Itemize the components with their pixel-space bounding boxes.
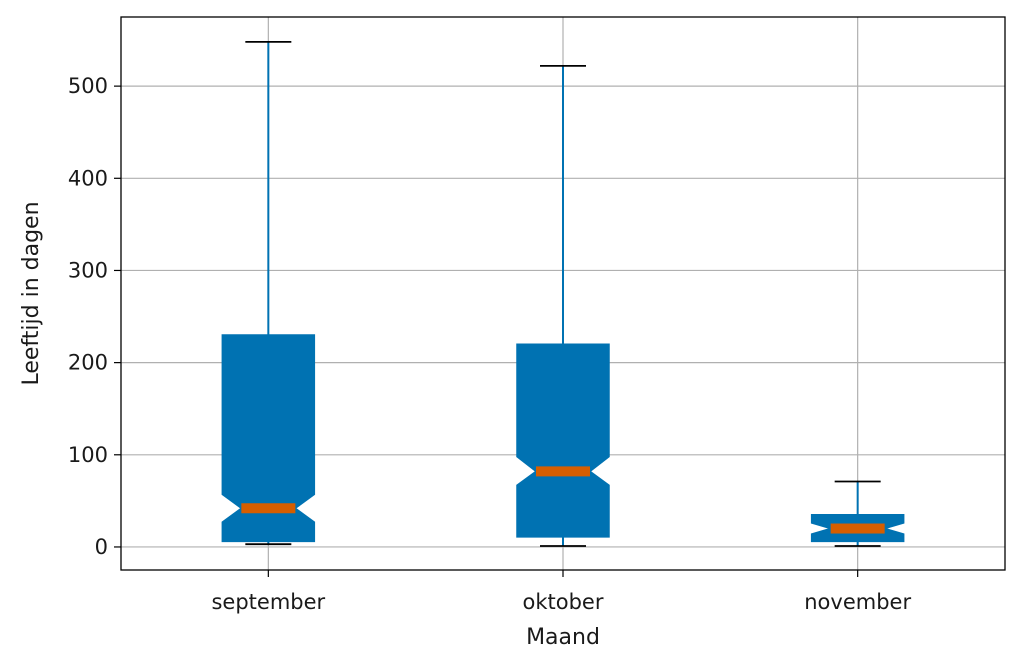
y-tick-label: 0 <box>95 535 108 559</box>
y-tick-label: 100 <box>68 443 108 467</box>
y-axis-label: Leeftijd in dagen <box>19 201 44 385</box>
y-tick-label: 300 <box>68 258 108 282</box>
box-november <box>810 480 905 547</box>
x-axis-ticks: september oktober november <box>211 570 911 614</box>
y-tick-label: 400 <box>68 166 108 190</box>
box-september <box>221 40 316 546</box>
boxes-layer <box>221 40 905 547</box>
box-oktober <box>516 64 610 547</box>
median-line <box>536 466 590 477</box>
x-tick-label: oktober <box>523 590 604 614</box>
y-tick-label: 200 <box>68 351 108 375</box>
y-tick-label: 500 <box>68 74 108 98</box>
x-tick-label: november <box>804 590 911 614</box>
box-body <box>221 334 316 543</box>
median-line <box>241 503 296 514</box>
x-axis-label: Maand <box>526 625 600 650</box>
median-line <box>830 523 885 534</box>
x-tick-label: september <box>211 590 325 614</box>
y-axis-ticks: 0 100 200 300 400 500 <box>68 74 121 559</box>
box-body <box>516 343 610 538</box>
